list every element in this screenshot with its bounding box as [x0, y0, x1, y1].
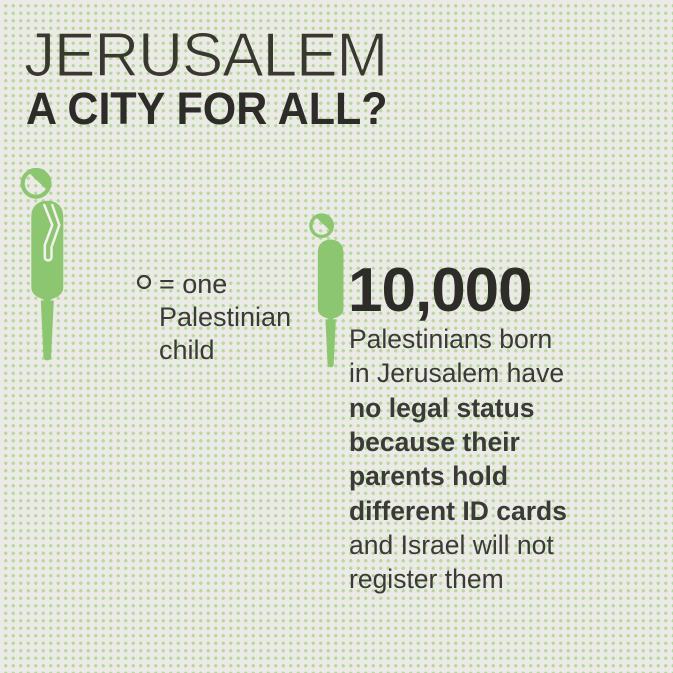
svg-text:JERUSALEM: JERUSALEM — [24, 21, 387, 90]
